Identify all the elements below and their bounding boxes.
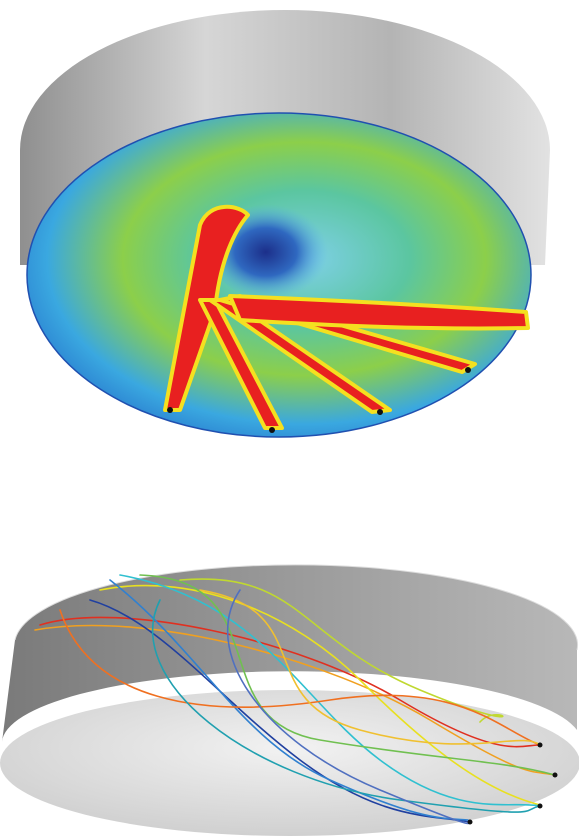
nozzles bbox=[167, 367, 471, 433]
streamlines bbox=[34, 574, 556, 825]
streamline bbox=[59, 609, 541, 746]
nozzle bbox=[465, 367, 471, 373]
nozzle bbox=[537, 742, 543, 748]
streamline bbox=[109, 579, 469, 821]
bottom-cylinder bbox=[0, 564, 579, 836]
nozzle bbox=[467, 819, 473, 825]
top-cylinder bbox=[20, 10, 550, 438]
jet bbox=[228, 294, 530, 331]
nozzles bbox=[467, 742, 558, 825]
streamline bbox=[152, 599, 541, 813]
streamline bbox=[179, 578, 504, 723]
nozzle bbox=[537, 803, 543, 809]
nozzle bbox=[269, 427, 275, 433]
floor bbox=[0, 690, 579, 836]
streamline bbox=[99, 584, 541, 806]
nozzle bbox=[377, 409, 383, 415]
nozzle bbox=[552, 772, 558, 778]
streamline bbox=[139, 574, 556, 776]
jets bbox=[163, 204, 530, 430]
streamline bbox=[199, 589, 541, 746]
nozzle bbox=[167, 407, 173, 413]
streamline bbox=[89, 599, 471, 823]
rim bbox=[14, 564, 579, 651]
cylinder-wall bbox=[2, 564, 578, 742]
streamline bbox=[119, 574, 541, 807]
